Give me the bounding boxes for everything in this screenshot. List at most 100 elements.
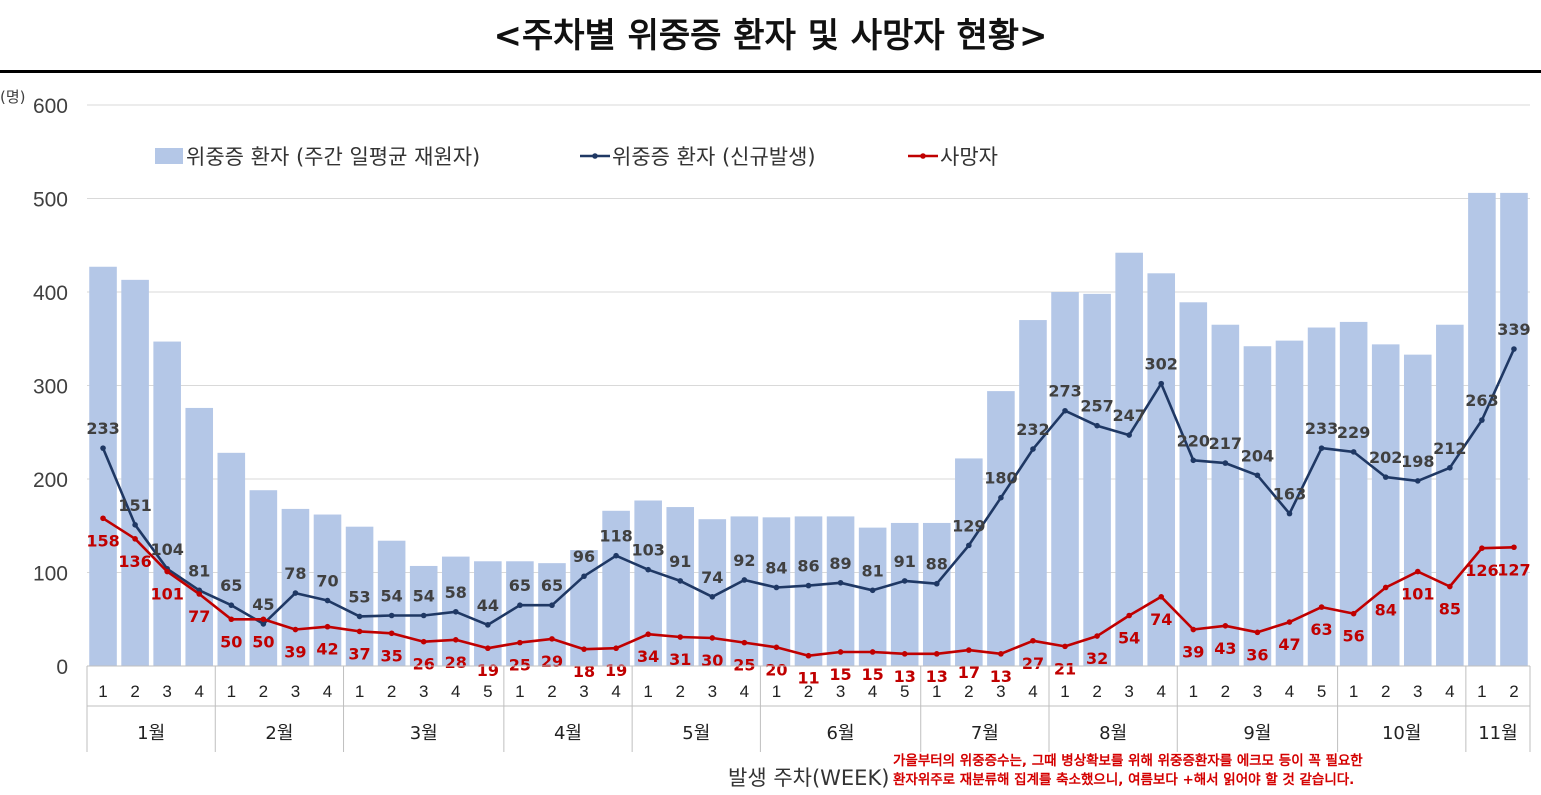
new-cases-point bbox=[452, 608, 459, 615]
new-cases-point bbox=[100, 445, 106, 451]
deaths-data-label: 17 bbox=[958, 663, 980, 682]
new-cases-data-label: 58 bbox=[445, 583, 467, 602]
deaths-point bbox=[388, 630, 395, 637]
new-cases-data-label: 91 bbox=[669, 552, 691, 571]
chart-title: <주차별 위중증 환자 및 사망자 현황> bbox=[493, 16, 1048, 56]
legend-label: 사망자 bbox=[940, 145, 998, 169]
new-cases-data-label: 44 bbox=[477, 596, 499, 615]
new-cases-data-label: 89 bbox=[829, 554, 851, 573]
deaths-data-label: 26 bbox=[413, 655, 435, 674]
x-tick-label-week: 1 bbox=[98, 682, 107, 701]
new-cases-point bbox=[998, 494, 1004, 501]
x-tick-label-week: 5 bbox=[1317, 682, 1326, 701]
deaths-data-label: 20 bbox=[765, 660, 787, 679]
bar bbox=[1115, 252, 1143, 667]
new-cases-data-label: 70 bbox=[316, 572, 338, 591]
deaths-point bbox=[1479, 545, 1485, 551]
deaths-data-label: 54 bbox=[1118, 629, 1140, 648]
deaths-data-label: 13 bbox=[926, 667, 948, 686]
bar bbox=[538, 563, 566, 666]
new-cases-point bbox=[324, 597, 331, 604]
deaths-data-label: 35 bbox=[381, 646, 403, 665]
new-cases-point bbox=[549, 602, 555, 609]
new-cases-data-label: 74 bbox=[701, 568, 723, 587]
deaths-data-label: 28 bbox=[445, 653, 467, 672]
bar bbox=[153, 341, 181, 666]
deaths-point bbox=[1094, 633, 1100, 639]
deaths-point bbox=[1030, 637, 1036, 644]
new-cases-point bbox=[773, 584, 780, 591]
new-cases-data-label: 202 bbox=[1369, 448, 1402, 467]
deaths-point bbox=[196, 591, 203, 597]
x-tick-label-week: 4 bbox=[868, 682, 877, 701]
y-tick-label: 100 bbox=[33, 563, 68, 586]
deaths-data-label: 21 bbox=[1054, 659, 1076, 678]
annotation-note: 가을부터의 위중증수는, 그때 병상확보를 위해 위중증환자를 에크모 등이 꼭… bbox=[893, 752, 1533, 790]
x-tick-label-week: 2 bbox=[1381, 682, 1390, 701]
new-cases-point bbox=[1414, 478, 1421, 484]
new-cases-point bbox=[1254, 472, 1261, 479]
new-cases-data-label: 88 bbox=[926, 555, 948, 574]
new-cases-data-label: 220 bbox=[1177, 431, 1210, 450]
y-tick-label: 300 bbox=[33, 376, 68, 399]
deaths-point bbox=[1318, 604, 1325, 610]
new-cases-point bbox=[966, 542, 972, 549]
new-cases-data-label: 92 bbox=[733, 551, 755, 570]
bar bbox=[1371, 344, 1400, 666]
bar bbox=[1211, 324, 1240, 666]
deaths-data-label: 15 bbox=[862, 665, 884, 684]
new-cases-data-label: 86 bbox=[797, 557, 819, 576]
bar bbox=[89, 266, 117, 666]
bar bbox=[281, 508, 310, 666]
deaths-data-label: 47 bbox=[1278, 635, 1300, 654]
new-cases-point bbox=[901, 578, 908, 584]
new-cases-data-label: 339 bbox=[1497, 320, 1530, 339]
new-cases-point bbox=[1447, 464, 1453, 471]
x-tick-label-week: 4 bbox=[1445, 682, 1454, 701]
x-tick-label-week: 3 bbox=[836, 682, 845, 701]
annotation-note-line-2: 환자위주로 재분류해 집계를 축소했으니, 여름보다 +해서 읽어야 할 것 같… bbox=[893, 772, 1355, 788]
new-cases-data-label: 302 bbox=[1145, 355, 1178, 374]
deaths-point bbox=[420, 638, 427, 645]
deaths-point bbox=[228, 616, 235, 623]
new-cases-data-label: 118 bbox=[599, 527, 632, 546]
new-cases-point bbox=[356, 613, 363, 620]
deaths-point bbox=[773, 644, 780, 651]
deaths-point bbox=[164, 568, 170, 575]
new-cases-data-label: 163 bbox=[1273, 485, 1306, 504]
new-cases-data-label: 54 bbox=[381, 587, 403, 606]
x-tick-label-week: 3 bbox=[291, 682, 300, 701]
x-tick-label-month: 11월 bbox=[1478, 723, 1517, 744]
new-cases-data-label: 204 bbox=[1241, 446, 1274, 465]
deaths-point bbox=[581, 646, 587, 652]
deaths-data-label: 13 bbox=[894, 667, 916, 686]
x-tick-label-month: 4월 bbox=[554, 723, 582, 744]
new-cases-point bbox=[1190, 457, 1197, 464]
deaths-data-label: 19 bbox=[605, 661, 627, 680]
new-cases-data-label: 84 bbox=[765, 558, 787, 577]
legend-swatch-bar bbox=[155, 148, 183, 164]
new-cases-point bbox=[260, 621, 267, 627]
deaths-data-label: 34 bbox=[637, 647, 659, 666]
x-tick-label-week: 3 bbox=[996, 682, 1005, 701]
deaths-point bbox=[549, 636, 555, 642]
new-cases-data-label: 96 bbox=[573, 547, 595, 566]
deaths-data-label: 50 bbox=[252, 632, 274, 651]
bar bbox=[955, 458, 983, 666]
deaths-data-label: 39 bbox=[1182, 643, 1204, 662]
new-cases-point bbox=[1382, 474, 1389, 480]
x-tick-label-month: 6월 bbox=[827, 723, 855, 744]
new-cases-data-label: 233 bbox=[1305, 419, 1338, 438]
legend-marker-new bbox=[592, 153, 598, 159]
y-axis-unit: (명) bbox=[0, 88, 26, 106]
deaths-point bbox=[292, 626, 299, 633]
y-tick-label: 600 bbox=[33, 95, 68, 118]
deaths-point bbox=[613, 645, 619, 652]
new-cases-point bbox=[677, 578, 684, 584]
x-tick-label-week: 4 bbox=[1028, 682, 1037, 701]
x-tick-label-week: 1 bbox=[1189, 682, 1198, 701]
deaths-data-label: 56 bbox=[1343, 627, 1365, 646]
x-tick-label-week: 3 bbox=[162, 682, 171, 701]
new-cases-data-label: 81 bbox=[862, 561, 884, 580]
